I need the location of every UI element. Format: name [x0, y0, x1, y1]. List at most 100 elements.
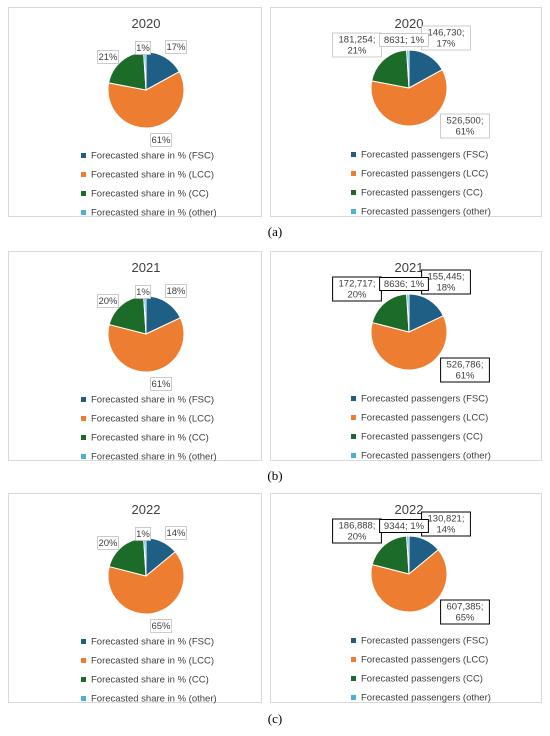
- legend-item-lcc: Forecasted share in % (LCC): [81, 656, 214, 667]
- legend-item-fsc: Forecasted share in % (FSC): [81, 637, 214, 648]
- data-label-cc: 20%: [97, 536, 119, 550]
- legend-label-lcc: Forecasted share in % (LCC): [91, 170, 214, 181]
- data-label-fsc-text: 14%: [166, 528, 186, 539]
- chart-panel-2020-share: 2020 17% 61% 21% 1% Forecasted share in % (FS…: [8, 7, 262, 219]
- legend-item-other: Forecasted passengers (other): [351, 451, 491, 462]
- pie-chart-2021-passengers: 2021155,445;18%526,786;61%172,717;20%863…: [332, 260, 491, 462]
- legend-label-fsc: Forecasted share in % (FSC): [91, 637, 214, 648]
- legend-item-fsc: Forecasted passengers (FSC): [351, 394, 488, 405]
- data-label-fsc-box: [421, 511, 471, 537]
- data-label-lcc-box: [440, 599, 490, 625]
- data-label-fsc: 155,445;18%: [421, 269, 471, 295]
- data-label-lcc: 65%: [150, 619, 172, 633]
- legend-item-lcc: Forecasted share in % (LCC): [81, 414, 214, 425]
- legend-swatch-cc: [351, 676, 356, 681]
- pie-slice-lcc: [370, 315, 448, 371]
- data-label-fsc-text: 155,445;: [428, 272, 465, 283]
- data-label-other: 1%: [135, 527, 152, 541]
- chart-panel-2021-passengers: 2021 155,445; 18% 526,786; 61% 172,717; 20% 863…: [270, 251, 542, 462]
- data-label-cc-box: [97, 294, 119, 308]
- data-label-fsc: 18%: [165, 284, 187, 298]
- legend-swatch-other: [351, 209, 356, 214]
- legend-label-fsc: Forecasted share in % (FSC): [91, 395, 214, 406]
- legend-label-other: Forecasted share in % (other): [91, 208, 217, 219]
- data-label-cc-text: 186,888;: [339, 521, 376, 532]
- data-label-lcc-text: 65%: [151, 621, 171, 632]
- legend-item-other: Forecasted share in % (other): [81, 694, 217, 704]
- data-label-lcc-text: 65%: [455, 613, 475, 624]
- legend-swatch-lcc: [351, 657, 356, 662]
- legend-item-cc: Forecasted share in % (CC): [81, 433, 209, 444]
- data-label-other: 1%: [135, 285, 152, 299]
- data-label-other: 1%: [135, 41, 152, 55]
- data-label-cc-text: 20%: [98, 296, 118, 307]
- data-label-fsc-text: 17%: [436, 39, 456, 50]
- legend-label-lcc: Forecasted share in % (LCC): [91, 656, 214, 667]
- data-label-other-text: 1%: [136, 287, 150, 298]
- data-label-cc: 172,717;20%: [332, 276, 382, 302]
- legend-swatch-cc: [351, 434, 356, 439]
- data-label-lcc-box: [150, 133, 172, 147]
- pie-slice-lcc: [107, 551, 185, 615]
- legend-label-lcc: Forecasted passengers (LCC): [361, 169, 488, 180]
- data-label-other-box: [379, 33, 429, 47]
- data-label-other-text: 1%: [136, 43, 150, 54]
- legend-item-lcc: Forecasted passengers (LCC): [351, 169, 488, 180]
- chart-title-2020: 2020: [395, 16, 424, 31]
- legend-label-cc: Forecasted passengers (CC): [361, 674, 483, 685]
- data-label-cc: 20%: [97, 294, 119, 308]
- legend-swatch-lcc: [81, 658, 86, 663]
- data-label-fsc-text: 17%: [166, 42, 186, 53]
- data-label-lcc-box: [440, 357, 490, 383]
- data-label-other-box: [135, 41, 152, 55]
- legend-swatch-fsc: [81, 397, 86, 402]
- legend-label-cc: Forecasted share in % (CC): [91, 189, 209, 200]
- data-label-cc-text: 21%: [347, 46, 367, 57]
- data-label-lcc: 526,786;61%: [440, 357, 490, 383]
- legend-swatch-fsc: [81, 639, 86, 644]
- data-label-fsc-box: [165, 526, 187, 540]
- caption-c: (c): [267, 711, 283, 726]
- legend-item-fsc: Forecasted passengers (FSC): [351, 150, 488, 161]
- chart-title-2021: 2021: [132, 260, 161, 275]
- legend-swatch-lcc: [81, 172, 86, 177]
- data-label-other-box: [379, 519, 429, 533]
- legend-item-other: Forecasted passengers (other): [351, 207, 491, 218]
- legend-swatch-lcc: [81, 416, 86, 421]
- legend-item-other: Forecasted share in % (other): [81, 208, 217, 219]
- legend-swatch-fsc: [81, 153, 86, 158]
- legend-label-fsc: Forecasted passengers (FSC): [361, 636, 488, 647]
- pie-slice-lcc: [107, 317, 185, 373]
- pie-chart-2022-passengers: 2022130,821;14%607,385;65%186,888;20%934…: [332, 502, 491, 704]
- pie-chart-2020-share: 2020 17% 61% 21% 1% Forecasted share in % (FS…: [81, 16, 217, 219]
- pie-slice-cc: [371, 293, 410, 333]
- legend-item-other: Forecasted share in % (other): [81, 452, 217, 462]
- legend-item-cc: Forecasted share in % (CC): [81, 675, 209, 686]
- legend-label-lcc: Forecasted share in % (LCC): [91, 414, 214, 425]
- caption-a: (a): [267, 224, 283, 239]
- data-label-fsc-text: 130,821;: [428, 514, 465, 525]
- data-label-lcc-box: [440, 113, 490, 139]
- legend-label-fsc: Forecasted passengers (FSC): [361, 150, 488, 161]
- data-label-fsc: 146,730;17%: [421, 25, 471, 51]
- data-label-fsc: 14%: [165, 526, 187, 540]
- legend-label-cc: Forecasted passengers (CC): [361, 432, 483, 443]
- legend-swatch-fsc: [351, 396, 356, 401]
- data-label-lcc: 607,385;65%: [440, 599, 490, 625]
- legend-swatch-other: [351, 453, 356, 458]
- legend-label-lcc: Forecasted passengers (LCC): [361, 413, 488, 424]
- pie-slice-lcc: [370, 69, 448, 127]
- data-label-other-text: 9344; 1%: [384, 521, 425, 532]
- data-label-cc-text: 181,254;: [339, 35, 376, 46]
- pie-slice-other: [406, 49, 410, 89]
- legend-label-cc: Forecasted share in % (CC): [91, 675, 209, 686]
- pie-chart-2020-passengers: 2020146,730;17%526,500;61%181,254;21%863…: [332, 16, 491, 218]
- data-label-lcc-text: 61%: [151, 135, 171, 146]
- data-label-cc: 186,888;20%: [332, 518, 382, 544]
- pie-slice-fsc: [408, 293, 445, 333]
- legend-swatch-other: [81, 454, 86, 459]
- pie-slice-lcc: [370, 549, 448, 613]
- data-label-cc-text: 20%: [98, 538, 118, 549]
- chart-panel-2022-share: 2022 14% 65% 20% 1% Forecasted share in % (FS…: [8, 493, 262, 704]
- data-label-lcc-text: 61%: [455, 371, 475, 382]
